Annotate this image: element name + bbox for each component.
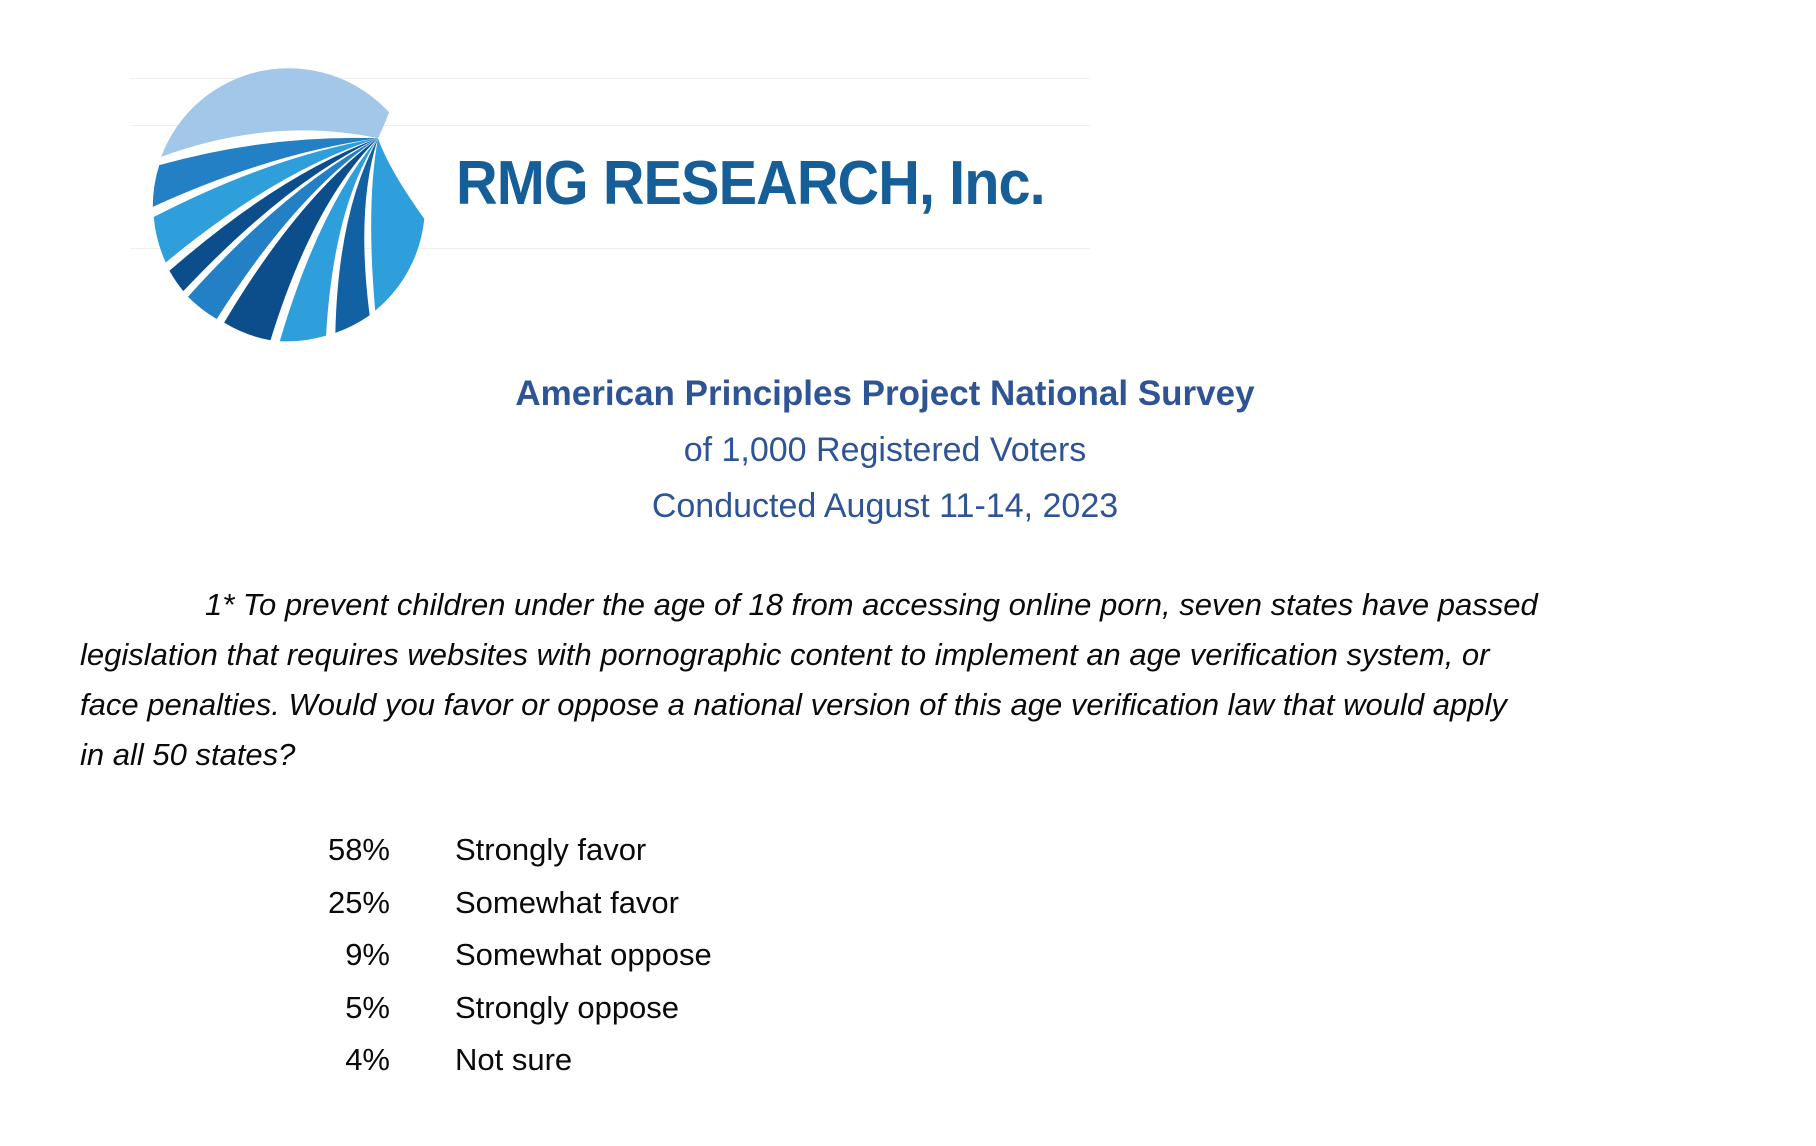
question-line: legislation that requires websites with … <box>80 637 1490 672</box>
question-line: face penalties. Would you favor or oppos… <box>80 687 1507 722</box>
survey-subtitle-sample: of 1,000 Registered Voters <box>683 431 1087 469</box>
result-label: Not sure <box>455 1042 573 1077</box>
result-percent: 5% <box>345 989 390 1025</box>
result-percent: 4% <box>345 1042 390 1077</box>
result-label: Strongly oppose <box>455 989 680 1025</box>
result-row: 4% Not sure <box>290 1034 712 1087</box>
result-row: 9% Somewhat oppose <box>290 929 712 982</box>
result-row: 5% Strongly oppose <box>290 982 712 1035</box>
result-row: 58% Strongly favor <box>290 824 712 877</box>
result-label: Somewhat favor <box>455 884 679 920</box>
result-row: 25% Somewhat favor <box>290 877 712 930</box>
result-percent: 25% <box>327 884 390 920</box>
result-label: Strongly favor <box>455 832 647 867</box>
result-percent: 58% <box>327 832 390 867</box>
result-percent: 9% <box>345 937 390 972</box>
survey-title-block: American Principles Project National Sur… <box>0 366 1770 534</box>
company-name: RMG RESEARCH, Inc. <box>456 149 1046 218</box>
rmg-swirl-logo-icon <box>152 68 425 342</box>
question-line: in all 50 states? <box>80 737 296 772</box>
question-line: 1* To prevent children under the age of … <box>205 587 1538 622</box>
rmg-logo <box>150 64 428 346</box>
survey-question: 1* To prevent children under the age of … <box>80 580 1760 780</box>
survey-subtitle-dates: Conducted August 11-14, 2023 <box>651 487 1119 525</box>
results-list: 58% Strongly favor 25% Somewhat favor 9%… <box>290 824 712 1087</box>
survey-title: American Principles Project National Sur… <box>515 374 1255 413</box>
divider-line <box>130 78 1090 79</box>
divider-line <box>130 125 1090 126</box>
divider-line <box>130 248 1090 249</box>
result-label: Somewhat oppose <box>455 937 712 972</box>
